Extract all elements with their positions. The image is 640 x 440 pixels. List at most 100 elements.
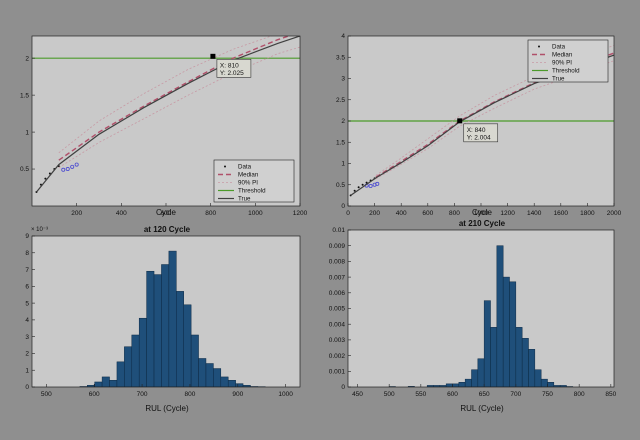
series-line-pi-upper bbox=[375, 44, 614, 176]
histogram-bar bbox=[496, 245, 504, 387]
datatip-y-label: Y: 2.004 bbox=[467, 134, 491, 141]
datatip-box bbox=[463, 123, 499, 143]
histogram-bar bbox=[477, 358, 485, 387]
datatip-x-label: X: 840 bbox=[467, 127, 486, 134]
data-point bbox=[74, 162, 79, 167]
y-tick-label: 4 bbox=[25, 317, 29, 324]
series-line-dashed bbox=[58, 36, 292, 161]
datatip-marker bbox=[457, 118, 463, 124]
x-tick-label: 1000 bbox=[278, 391, 293, 398]
histogram-bar bbox=[94, 381, 103, 387]
x-tick-label: 650 bbox=[479, 391, 490, 398]
legend-label: 90% PI bbox=[552, 60, 572, 67]
y-tick-label: 0.006 bbox=[329, 290, 346, 297]
y-tick-label: 0.5 bbox=[336, 182, 345, 189]
y-tick-label: 0 bbox=[341, 384, 345, 391]
x-tick-label: 500 bbox=[41, 391, 52, 398]
legend-label: 90% PI bbox=[238, 180, 258, 187]
y-tick-label: 1.5 bbox=[336, 139, 345, 146]
histogram-bar bbox=[452, 383, 460, 387]
y-tick-label: 0.5 bbox=[20, 166, 29, 173]
x-tick-label: 400 bbox=[396, 210, 407, 217]
x-tick-label: 550 bbox=[415, 391, 426, 398]
top-left-xlabel-group: Cycle bbox=[156, 208, 177, 217]
y-tick-label: 0.009 bbox=[329, 243, 346, 250]
x-tick-label: 850 bbox=[605, 391, 616, 398]
datatip-x-label: X: 810 bbox=[220, 62, 239, 69]
axes-frame bbox=[31, 235, 301, 388]
histogram-bar bbox=[547, 382, 555, 387]
data-point bbox=[48, 172, 51, 175]
data-point bbox=[375, 181, 380, 186]
histogram-bar bbox=[509, 281, 517, 387]
x-tick-label: 700 bbox=[510, 391, 521, 398]
histogram-bar bbox=[458, 382, 466, 387]
datatip-box bbox=[216, 59, 252, 78]
y-tick-label: 1 bbox=[341, 161, 345, 168]
y-tick-label: 0.007 bbox=[329, 274, 346, 281]
histogram-bar bbox=[124, 346, 133, 387]
y-tick-label: 2.5 bbox=[336, 97, 345, 104]
y-tick-label: 1 bbox=[25, 129, 29, 136]
histogram-bar bbox=[190, 334, 199, 387]
chart-title: at 120 Cycle bbox=[144, 225, 191, 234]
histogram-bar bbox=[146, 270, 155, 387]
data-point bbox=[368, 184, 373, 189]
x-tick-label: 1800 bbox=[580, 210, 595, 217]
histogram-bar bbox=[528, 349, 536, 387]
x-tick-label: 1200 bbox=[293, 210, 308, 217]
x-tick-label: 600 bbox=[89, 391, 100, 398]
x-tick-label: 1200 bbox=[500, 210, 515, 217]
y-tick-label: 8 bbox=[25, 250, 29, 257]
histogram-bar bbox=[515, 327, 523, 387]
histogram-bar bbox=[483, 300, 491, 387]
y-tick-label: 0.001 bbox=[329, 369, 346, 376]
data-point bbox=[357, 186, 360, 189]
x-tick-label: 400 bbox=[116, 210, 127, 217]
legend-box bbox=[213, 159, 295, 203]
data-point bbox=[70, 164, 75, 169]
x-tick-label: 600 bbox=[422, 210, 433, 217]
x-tick-label: 800 bbox=[574, 391, 585, 398]
histogram-bar bbox=[502, 276, 510, 387]
data-point bbox=[61, 167, 66, 172]
bottom-left-histogram: at 120 Cycle RUL (Cycle) × 10⁻³ 500 600 70… bbox=[25, 225, 301, 413]
x-tick-label: 800 bbox=[184, 391, 195, 398]
y-tick-label: 0 bbox=[341, 203, 345, 210]
x-axis-label: Cycle bbox=[472, 208, 493, 217]
histogram-bar bbox=[534, 369, 542, 387]
histogram-bar bbox=[521, 338, 529, 387]
legend-label: Median bbox=[552, 52, 573, 59]
y-tick-label: 3.5 bbox=[336, 54, 345, 61]
histogram-bar bbox=[168, 250, 177, 387]
histogram-bar bbox=[101, 376, 110, 387]
legend-label: Data bbox=[552, 44, 566, 51]
x-tick-label: 700 bbox=[137, 391, 148, 398]
y-tick-label: 9 bbox=[25, 233, 29, 240]
top-right-xlabel-group: Cycle bbox=[472, 208, 493, 217]
x-tick-label: 750 bbox=[542, 391, 553, 398]
histogram-bar bbox=[471, 369, 479, 387]
y-tick-label: 2 bbox=[25, 55, 29, 62]
histogram-bar bbox=[227, 380, 236, 387]
histogram-bar bbox=[138, 317, 147, 387]
legend-label: True bbox=[238, 196, 251, 203]
x-tick-label: 450 bbox=[352, 391, 363, 398]
y-tick-label: 0.01 bbox=[332, 227, 345, 234]
data-point bbox=[353, 189, 356, 192]
y-tick-label: 0.003 bbox=[329, 337, 346, 344]
y-tick-label: 7 bbox=[25, 267, 29, 274]
y-exponent-label: × 10⁻³ bbox=[31, 227, 48, 233]
histogram-bar bbox=[153, 274, 162, 387]
histogram-bar bbox=[176, 291, 184, 387]
x-tick-label: 800 bbox=[205, 210, 216, 217]
histogram-bar bbox=[198, 358, 207, 387]
x-tick-label: 1400 bbox=[527, 210, 542, 217]
histogram-bar bbox=[242, 385, 251, 387]
data-point bbox=[44, 177, 47, 180]
y-tick-label: 0 bbox=[25, 384, 29, 391]
histogram-bar bbox=[116, 361, 125, 387]
x-tick-label: 500 bbox=[384, 391, 395, 398]
